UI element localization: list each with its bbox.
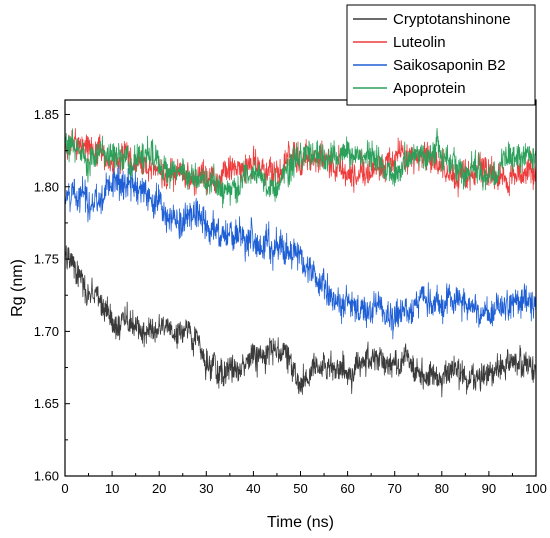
x-tick-label: 70 [387,481,401,496]
x-tick-label: 50 [293,481,307,496]
legend-label-saikosaponin-b2: Saikosaponin B2 [393,57,506,74]
y-tick-label: 1.80 [34,179,59,194]
y-tick-label: 1.75 [34,252,59,267]
series-line-saikosaponin-b2 [65,165,536,340]
y-tick-label: 1.85 [34,107,59,122]
x-tick-label: 10 [105,481,119,496]
x-tick-label: 30 [199,481,213,496]
x-axis-ticks: 0 10 20 30 40 50 60 70 80 90 100 [61,471,547,496]
x-tick-label: 0 [61,481,68,496]
series-line-cryptotanshinone [65,245,536,398]
y-tick-label: 1.60 [34,469,59,484]
legend-label-apoprotein: Apoprotein [393,80,466,97]
y-axis-title: Rg (nm) [9,259,26,317]
legend-label-luteolin: Luteolin [393,34,446,51]
x-tick-label: 60 [340,481,354,496]
x-tick-label: 100 [525,481,547,496]
y-axis-ticks: 1.60 1.65 1.70 1.75 1.80 1.85 [34,107,70,484]
x-tick-label: 90 [482,481,496,496]
x-axis-title: Time (ns) [267,514,334,531]
x-tick-label: 80 [435,481,449,496]
series-layer [65,127,536,398]
y-tick-label: 1.70 [34,324,59,339]
x-tick-label: 20 [152,481,166,496]
series-line-apoprotein [65,127,536,209]
x-tick-label: 40 [246,481,260,496]
legend: Cryptotanshinone Luteolin Saikosaponin B2 A… [346,4,536,106]
y-tick-label: 1.65 [34,396,59,411]
legend-label-cryptotanshinone: Cryptotanshinone [393,11,511,28]
